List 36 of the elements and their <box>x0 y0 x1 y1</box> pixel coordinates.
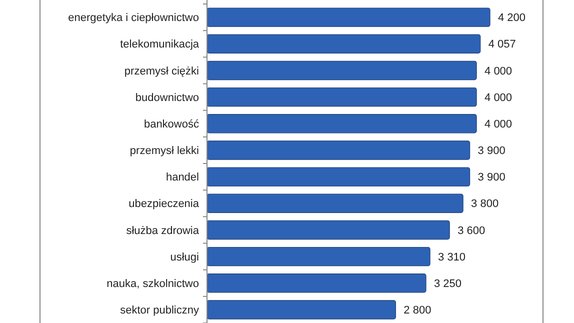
y-tick-label: bankowość <box>144 118 200 130</box>
data-label: 3 800 <box>471 198 499 210</box>
bar <box>206 274 426 293</box>
data-label: 4 000 <box>484 92 512 104</box>
data-label: 4 000 <box>484 118 512 130</box>
bar <box>206 167 470 186</box>
y-tick-label: nauka, szkolnictwo <box>106 278 199 290</box>
y-tick-label: telekomunikacja <box>120 38 200 51</box>
bar <box>206 300 396 320</box>
data-label: 4 057 <box>488 38 516 51</box>
data-label: 4 200 <box>498 12 526 24</box>
y-tick-label: energetyka i ciepłownictwo <box>68 12 199 24</box>
data-label: 3 900 <box>478 145 506 158</box>
bar <box>206 8 490 27</box>
bar <box>206 246 430 266</box>
bar <box>206 87 477 107</box>
data-label: 2 800 <box>404 304 432 317</box>
y-tick-label: służba zdrowia <box>126 224 200 237</box>
bar <box>206 34 481 54</box>
y-tick-label: ubezpieczenia <box>128 198 200 210</box>
y-tick-label: budownictwo <box>135 92 199 104</box>
bar <box>206 194 464 213</box>
data-label: 4 000 <box>484 65 512 78</box>
bar <box>206 60 477 80</box>
y-tick-label: przemysł lekki <box>130 145 199 158</box>
y-tick-label: sektor publiczny <box>120 304 200 317</box>
y-tick-label: przemysł ciężki <box>124 65 199 78</box>
bar <box>206 140 470 160</box>
bar <box>206 114 477 134</box>
y-tick-label: usługi <box>170 251 199 264</box>
bar <box>206 220 450 240</box>
data-label: 3 250 <box>434 278 462 290</box>
data-label: 3 600 <box>458 224 486 237</box>
data-label: 3 310 <box>438 251 466 264</box>
data-label: 3 900 <box>478 172 506 184</box>
y-tick-label: handel <box>166 172 199 184</box>
